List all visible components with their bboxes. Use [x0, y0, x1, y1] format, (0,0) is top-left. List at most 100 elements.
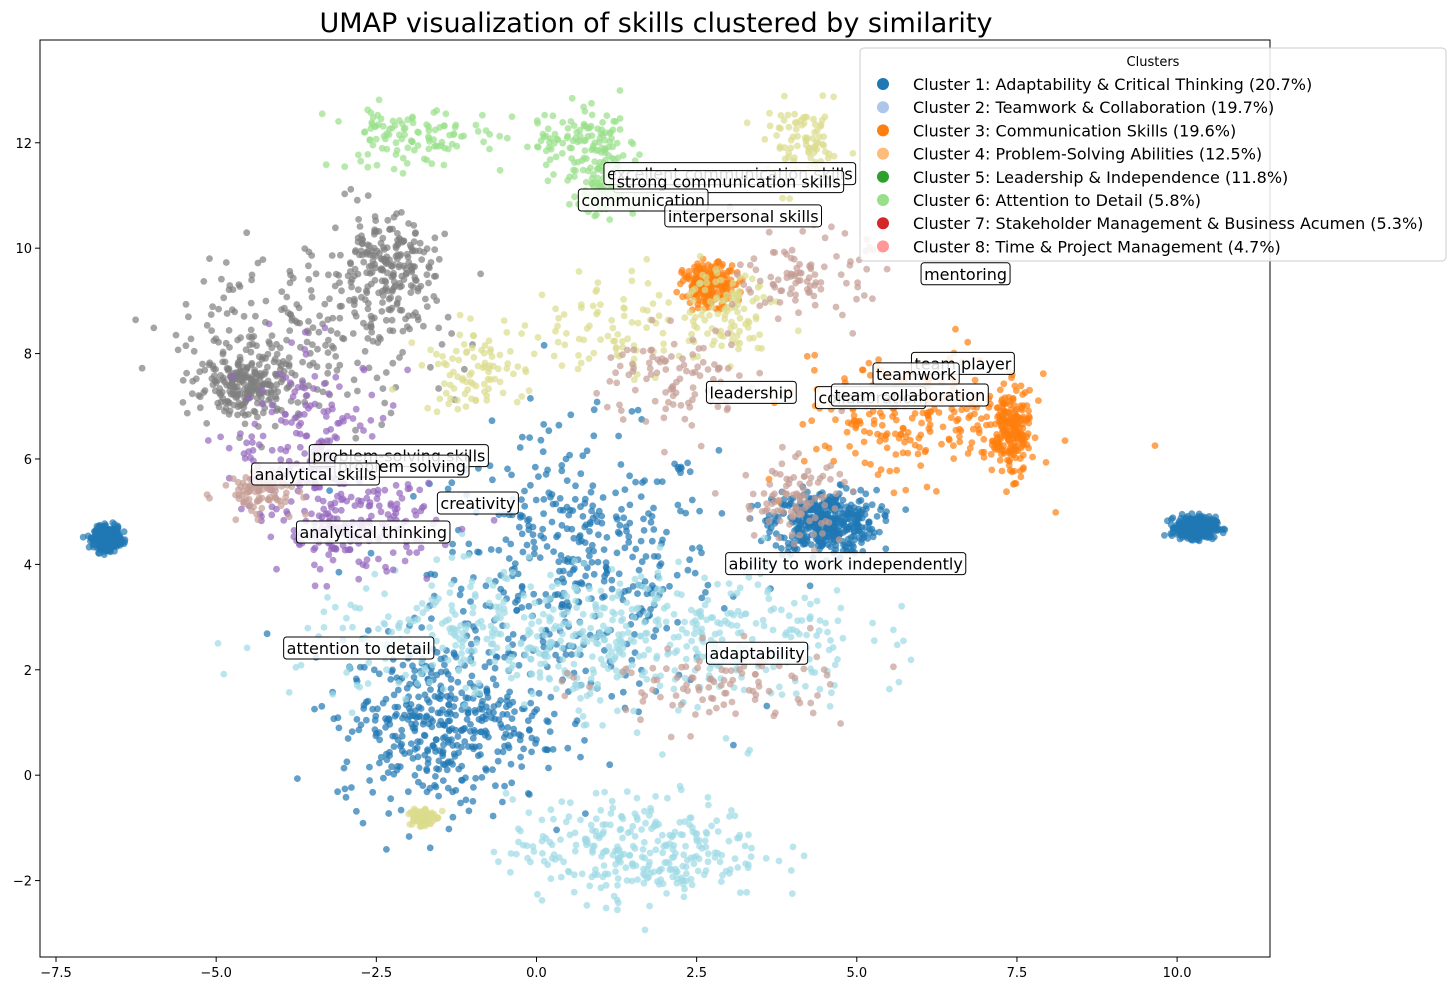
data-point: [311, 705, 318, 713]
data-point: [893, 641, 901, 649]
data-point: [414, 738, 421, 745]
data-point: [352, 426, 359, 434]
data-point: [396, 117, 403, 124]
data-point: [801, 539, 808, 547]
data-point: [631, 845, 639, 852]
data-point: [489, 648, 496, 656]
data-point: [221, 378, 229, 386]
data-point: [334, 419, 342, 427]
data-point: [899, 424, 907, 432]
data-point: [383, 244, 391, 252]
data-point: [449, 813, 457, 821]
data-point: [343, 669, 350, 676]
data-point: [656, 682, 664, 690]
data-point: [263, 630, 271, 638]
data-point: [608, 576, 616, 584]
data-point: [519, 548, 527, 556]
data-point: [867, 460, 874, 468]
data-point: [862, 490, 870, 498]
data-point: [695, 855, 703, 863]
data-point: [575, 707, 583, 714]
data-point: [365, 263, 373, 270]
data-point: [303, 392, 311, 399]
data-point: [358, 251, 366, 259]
data-point: [225, 444, 233, 452]
data-point: [601, 788, 608, 796]
data-point: [599, 821, 607, 829]
data-point: [595, 531, 602, 539]
data-point: [422, 295, 429, 303]
data-point: [692, 624, 700, 632]
data-point: [358, 293, 365, 301]
data-point: [588, 99, 595, 107]
data-point: [731, 855, 739, 863]
data-point: [368, 433, 376, 440]
data-point: [853, 417, 861, 425]
data-point: [626, 472, 633, 480]
data-point: [291, 388, 299, 396]
data-point: [529, 523, 537, 531]
data-point: [352, 405, 360, 413]
data-point: [368, 247, 376, 255]
data-point: [502, 536, 510, 543]
data-point: [495, 858, 502, 866]
data-point: [803, 631, 810, 639]
data-point: [525, 602, 533, 610]
data-point: [324, 594, 331, 601]
data-point: [236, 390, 244, 398]
data-point: [506, 688, 514, 696]
data-point: [434, 709, 442, 717]
data-point: [285, 354, 293, 362]
data-point: [438, 620, 446, 627]
data-point: [423, 575, 431, 582]
data-point: [568, 155, 576, 162]
data-point: [295, 304, 303, 312]
data-point: [537, 532, 545, 539]
data-point: [902, 506, 910, 513]
data-point: [602, 904, 610, 912]
data-point: [436, 124, 444, 131]
data-point: [304, 624, 312, 632]
data-point: [518, 763, 526, 770]
data-point: [439, 685, 447, 693]
data-point: [556, 567, 563, 575]
data-point: [1017, 404, 1025, 412]
data-point: [917, 431, 925, 439]
data-point: [627, 138, 635, 146]
data-point: [657, 876, 665, 884]
data-point: [478, 774, 486, 781]
data-point: [508, 779, 516, 787]
data-point: [650, 504, 657, 512]
data-point: [587, 122, 595, 130]
data-point: [433, 671, 441, 679]
data-point: [402, 695, 409, 703]
data-point: [428, 706, 435, 714]
data-point: [383, 750, 390, 758]
data-point: [582, 136, 589, 144]
data-point: [807, 541, 815, 549]
data-point: [572, 597, 579, 605]
data-point: [704, 850, 712, 858]
data-point: [527, 858, 534, 866]
data-point: [390, 213, 398, 221]
data-point: [335, 724, 343, 732]
data-point: [616, 126, 624, 133]
data-point: [299, 379, 307, 387]
data-point: [458, 743, 465, 751]
data-point: [609, 804, 617, 812]
data-point: [781, 631, 789, 639]
data-point: [825, 646, 833, 654]
data-point: [387, 262, 395, 270]
data-point: [570, 888, 578, 896]
data-point: [548, 491, 556, 498]
data-point: [848, 420, 855, 428]
data-point: [719, 871, 726, 879]
data-point: [518, 582, 526, 590]
data-point: [439, 777, 447, 784]
data-point: [285, 689, 293, 696]
data-point: [212, 335, 220, 343]
data-point: [433, 556, 441, 564]
data-point: [248, 276, 256, 284]
data-point: [670, 610, 678, 618]
data-point: [692, 829, 699, 837]
